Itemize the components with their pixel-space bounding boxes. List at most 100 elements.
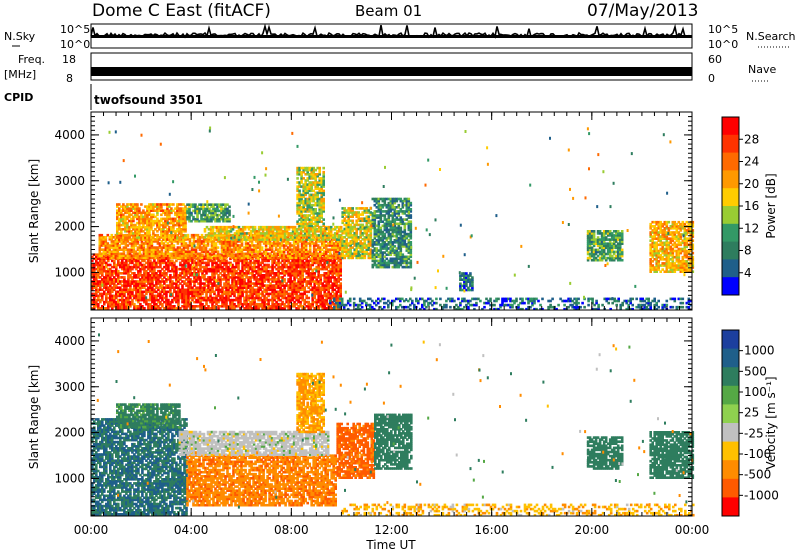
power-region-6: [341, 207, 373, 260]
freq-trace: [91, 67, 692, 76]
power-region-8: [459, 272, 474, 292]
velocity-colorbar-swatch-9: [722, 497, 739, 517]
nsky-scale-bottom-right: 10^0: [708, 38, 738, 51]
power-ytick-label-3: 4000: [54, 128, 85, 142]
power-colorbar-label-0: 28: [744, 132, 759, 146]
freq-frame: [90, 52, 693, 81]
velocity-colorbar-label-0: 1000: [744, 344, 775, 358]
power-colorbar-swatch-6: [722, 223, 739, 243]
x-tick-label-3: 12:00: [374, 523, 409, 537]
velocity-colorbar-label-4: -25: [744, 426, 764, 440]
power-ytick-label-2: 3000: [54, 174, 85, 188]
nsky-scale-top-left: 10^5: [60, 23, 90, 36]
velocity-colorbar-swatch-3: [722, 385, 739, 405]
power-colorbar-swatch-5: [722, 206, 739, 225]
nsky-label: N.Sky: [4, 30, 36, 43]
date-label: 07/May/2013: [587, 1, 699, 21]
velocity-ylabel: Slant Range [km]: [27, 365, 41, 469]
velocity-colorbar-label-7: -1000: [744, 488, 779, 502]
x-tick-label-1: 04:00: [174, 523, 209, 537]
freq-tick-low: 8: [66, 72, 73, 85]
nsky-scale-bottom-left: 10^0: [60, 38, 90, 51]
power-colorbar-swatch-3: [722, 170, 739, 189]
velocity-ytick-label-1: 2000: [54, 426, 85, 440]
velocity-region-8: [649, 431, 695, 479]
velocity-colorbar-swatch-6: [722, 441, 739, 461]
nsky-panel: N.Sky 10^5 10^0 10^5 10^0 N.Search: [4, 23, 796, 51]
velocity-axes: 1000 2000 3000 4000 00:00 04:00 08:00 12:00 16:0…: [54, 318, 709, 537]
nsky-trace: [90, 23, 692, 39]
nave-tick-high: 60: [708, 53, 722, 66]
freq-panel: Freq. [MHz] 18 8 60 0 Nave: [4, 52, 776, 85]
power-colorbar-swatch-9: [722, 277, 739, 296]
power-colorbar-label-6: 4: [744, 266, 752, 280]
x-tick-label-2: 08:00: [274, 523, 309, 537]
nave-label: Nave: [748, 63, 776, 76]
velocity-region-9: [341, 503, 695, 517]
velocity-scatter: [96, 333, 694, 509]
power-axes: 1000 2000 3000 4000: [54, 112, 693, 310]
nsky-scale-top-right: 10^5: [708, 23, 738, 36]
power-colorbar-swatch-2: [722, 152, 739, 171]
velocity-region-3: [116, 403, 181, 429]
velocity-panel: 1000 2000 3000 4000 00:00 04:00 08:00 12:00 16:0…: [27, 317, 779, 552]
velocity-region-6: [374, 413, 413, 470]
power-colorbar-label-2: 20: [744, 177, 759, 191]
power-colorbar-label-1: 24: [744, 155, 759, 169]
power-colorbar-swatch-4: [722, 188, 739, 207]
velocity-ytick-label-0: 1000: [54, 471, 85, 485]
x-tick-label-0: 00:00: [74, 523, 109, 537]
velocity-colorbar-swatch-8: [722, 478, 739, 498]
freq-tick-high: 18: [62, 53, 76, 66]
x-tick-label-6: 00:00: [675, 523, 710, 537]
power-region-9: [586, 230, 624, 262]
nsky-band: [91, 35, 692, 38]
velocity-colorbar: 1000 500 100 25 -25 -100 -500 -1000: [721, 329, 779, 517]
nave-tick-low: 0: [708, 72, 715, 85]
freq-unit: [MHz]: [4, 68, 36, 81]
velocity-colorbar-swatch-4: [722, 404, 739, 424]
power-colorbar-label-4: 12: [744, 221, 759, 235]
power-colorbar-label: Power [dB]: [764, 173, 778, 238]
nsearch-label: N.Search: [746, 30, 796, 43]
power-region-4: [186, 203, 231, 223]
cpid-value: twofsound 3501: [94, 93, 203, 107]
power-region-10: [649, 220, 695, 273]
velocity-colorbar-swatch-7: [722, 460, 739, 480]
velocity-colorbar-swatch-5: [722, 423, 739, 443]
velocity-colorbar-label-1: 500: [744, 364, 767, 378]
velocity-colorbar-frame: [721, 329, 740, 517]
power-colorbar-label-3: 16: [744, 199, 759, 213]
power-ylabel: Slant Range [km]: [27, 159, 41, 263]
power-scatter: [101, 126, 688, 302]
power-colorbar-label-5: 8: [744, 244, 752, 258]
power-ytick-label-1: 2000: [54, 220, 85, 234]
velocity-ytick-label-3: 4000: [54, 334, 85, 348]
power-region-11: [328, 297, 693, 311]
power-colorbar-swatch-7: [722, 241, 739, 260]
velocity-region-7: [586, 436, 624, 470]
x-tick-label-5: 20:00: [575, 523, 610, 537]
velocity-colorbar-swatch-0: [722, 330, 739, 350]
velocity-region-0: [91, 418, 188, 516]
power-colorbar-swatch-1: [722, 134, 739, 154]
x-axis-label: Time UT: [365, 538, 416, 552]
power-region-3: [116, 203, 187, 241]
power-colorbar: 28 24 20 16 12 8 4: [721, 116, 759, 296]
velocity-region-2: [178, 430, 330, 456]
station-title: Dome C East (fitACF): [92, 1, 271, 21]
freq-label: Freq.: [18, 53, 45, 66]
velocity-colorbar-label: Velocity [m s⁻¹]: [764, 376, 778, 469]
velocity-colorbar-label-5: -100: [744, 447, 771, 461]
cpid-label: CPID: [4, 91, 33, 104]
velocity-colorbar-swatch-1: [722, 348, 739, 368]
power-colorbar-swatch-8: [722, 259, 739, 278]
cpid-panel: CPID twofsound 3501: [4, 84, 203, 110]
power-data: [91, 126, 695, 311]
power-region-5: [296, 166, 325, 228]
power-panel: 1000 2000 3000 4000 Slant Range [km] 28 24 20…: [27, 111, 778, 311]
velocity-colorbar-label-3: 25: [744, 406, 759, 420]
power-colorbar-swatch-0: [722, 117, 739, 136]
velocity-ytick-label-2: 3000: [54, 380, 85, 394]
